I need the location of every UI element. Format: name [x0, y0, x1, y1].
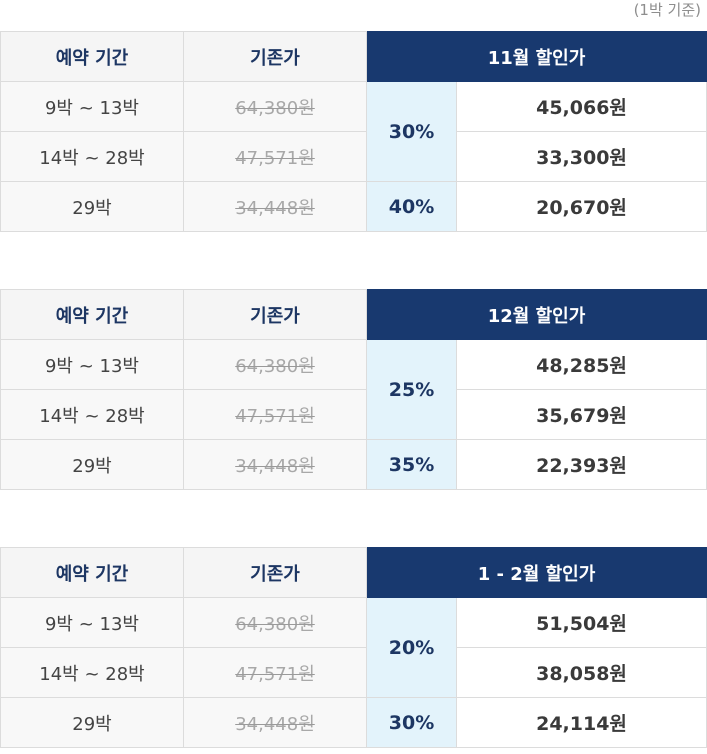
sale-price-cell: 20,670원	[456, 181, 707, 232]
discount-rate-cell: 25%	[366, 339, 457, 440]
original-price-cell: 34,448원	[183, 181, 367, 232]
table-row: 14박 ~ 28박 47,571원 38,058원	[0, 647, 707, 698]
original-price-cell: 47,571원	[183, 389, 367, 440]
period-cell: 14박 ~ 28박	[0, 389, 184, 440]
header-period: 예약 기간	[0, 289, 184, 340]
sale-price-cell: 38,058원	[456, 647, 707, 698]
period-cell: 29박	[0, 697, 184, 748]
period-cell: 29박	[0, 439, 184, 490]
november-price-table: 예약 기간 기존가 11월 할인가 9박 ~ 13박 64,380원 30% 4…	[0, 31, 707, 232]
table-row: 9박 ~ 13박 64,380원 20% 51,504원	[0, 597, 707, 698]
sale-price-cell: 35,679원	[456, 389, 707, 440]
table-header-row: 예약 기간 기존가 12월 할인가	[0, 289, 707, 340]
jan-feb-price-table: 예약 기간 기존가 1 - 2월 할인가 9박 ~ 13박 64,380원 20…	[0, 547, 707, 748]
header-original-price: 기존가	[183, 31, 367, 82]
table-row: 29박 34,448원 40% 20,670원	[0, 181, 707, 232]
discount-rate-cell: 30%	[366, 697, 457, 748]
discount-rate-cell: 30%	[366, 81, 457, 182]
header-original-price: 기존가	[183, 289, 367, 340]
original-price-cell: 47,571원	[183, 131, 367, 182]
table-row: 29박 34,448원 35% 22,393원	[0, 439, 707, 490]
header-original-price: 기존가	[183, 547, 367, 598]
original-price-cell: 64,380원	[183, 81, 367, 132]
period-cell: 29박	[0, 181, 184, 232]
header-month-discount: 1 - 2월 할인가	[366, 547, 707, 598]
period-cell: 9박 ~ 13박	[0, 339, 184, 390]
sale-price-cell: 33,300원	[456, 131, 707, 182]
header-month-discount: 11월 할인가	[366, 31, 707, 82]
period-cell: 14박 ~ 28박	[0, 131, 184, 182]
discount-rate-cell: 20%	[366, 597, 457, 698]
table-header-row: 예약 기간 기존가 1 - 2월 할인가	[0, 547, 707, 598]
period-cell: 9박 ~ 13박	[0, 81, 184, 132]
original-price-cell: 34,448원	[183, 697, 367, 748]
table-row: 14박 ~ 28박 47,571원 35,679원	[0, 389, 707, 440]
sale-price-cell: 51,504원	[456, 597, 707, 648]
original-price-cell: 34,448원	[183, 439, 367, 490]
discount-rate-cell: 35%	[366, 439, 457, 490]
table-row: 9박 ~ 13박 64,380원 25% 48,285원	[0, 339, 707, 440]
sale-price-cell: 48,285원	[456, 339, 707, 390]
table-row: 9박 ~ 13박 64,380원 30% 45,066원	[0, 81, 707, 182]
per-night-note: (1박 기준)	[633, 1, 701, 19]
header-period: 예약 기간	[0, 31, 184, 82]
period-cell: 9박 ~ 13박	[0, 597, 184, 648]
sale-price-cell: 22,393원	[456, 439, 707, 490]
table-row: 29박 34,448원 30% 24,114원	[0, 697, 707, 748]
sale-price-cell: 45,066원	[456, 81, 707, 132]
original-price-cell: 47,571원	[183, 647, 367, 698]
sale-price-cell: 24,114원	[456, 697, 707, 748]
table-header-row: 예약 기간 기존가 11월 할인가	[0, 31, 707, 82]
header-period: 예약 기간	[0, 547, 184, 598]
period-cell: 14박 ~ 28박	[0, 647, 184, 698]
original-price-cell: 64,380원	[183, 597, 367, 648]
discount-rate-cell: 40%	[366, 181, 457, 232]
original-price-cell: 64,380원	[183, 339, 367, 390]
header-month-discount: 12월 할인가	[366, 289, 707, 340]
december-price-table: 예약 기간 기존가 12월 할인가 9박 ~ 13박 64,380원 25% 4…	[0, 289, 707, 490]
table-row: 14박 ~ 28박 47,571원 33,300원	[0, 131, 707, 182]
